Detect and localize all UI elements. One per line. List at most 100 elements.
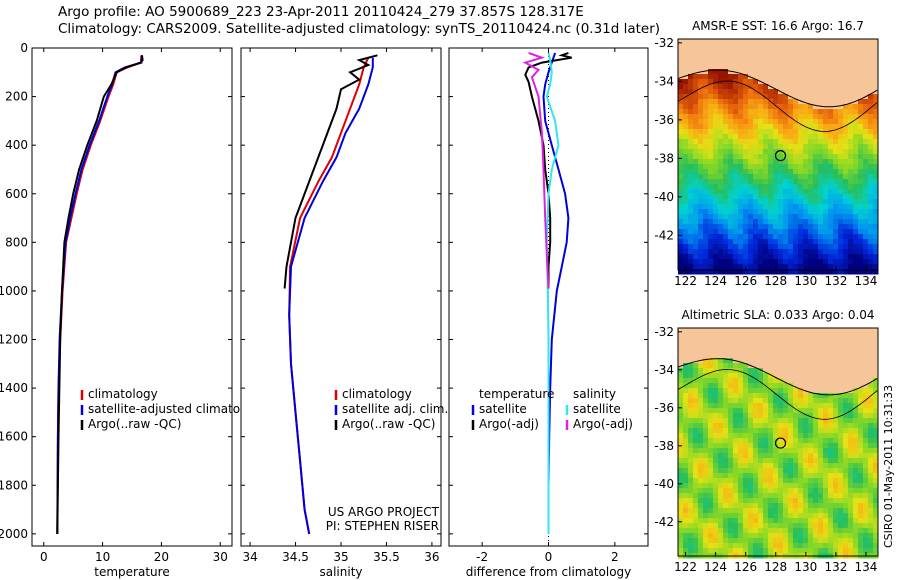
heatmap-cell: [768, 368, 774, 374]
heatmap-cell: [693, 144, 699, 150]
heatmap-cell: [823, 393, 829, 399]
heatmap-cell: [768, 124, 774, 130]
heatmap-cell: [748, 144, 754, 150]
heatmap-cell: [778, 209, 784, 215]
heatmap-cell: [873, 64, 879, 70]
heatmap-cell: [798, 528, 804, 534]
heatmap-cell: [698, 214, 704, 220]
heatmap-cell: [773, 353, 779, 359]
heatmap-cell: [813, 353, 819, 359]
heatmap-cell: [728, 199, 734, 205]
heatmap-cell: [753, 468, 759, 474]
heatmap-cell: [853, 164, 859, 170]
heatmap-cell: [688, 149, 694, 155]
x-axis-label: salinity: [319, 565, 362, 579]
heatmap-cell: [873, 139, 879, 145]
heatmap-cell: [853, 89, 859, 95]
heatmap-cell: [763, 49, 769, 55]
heatmap-cell: [783, 448, 789, 454]
heatmap-cell: [758, 398, 764, 404]
heatmap-cell: [808, 269, 814, 275]
heatmap-cell: [818, 184, 824, 190]
heatmap-cell: [788, 473, 794, 479]
heatmap-cell: [838, 408, 844, 414]
heatmap-cell: [778, 99, 784, 105]
heatmap-cell: [813, 548, 819, 554]
heatmap-cell: [698, 443, 704, 449]
heatmap-cell: [688, 398, 694, 404]
heatmap-cell: [788, 179, 794, 185]
heatmap-cell: [778, 383, 784, 389]
heatmap-cell: [808, 518, 814, 524]
heatmap-cell: [678, 244, 684, 250]
heatmap-cell: [758, 493, 764, 499]
heatmap-cell: [858, 89, 864, 95]
heatmap-cell: [758, 199, 764, 205]
heatmap-cell: [788, 533, 794, 539]
heatmap-cell: [833, 164, 839, 170]
heatmap-cell: [703, 393, 709, 399]
heatmap-cell: [843, 363, 849, 369]
heatmap-cell: [803, 488, 809, 494]
heatmap-cell: [688, 119, 694, 125]
heatmap-cell: [853, 328, 859, 334]
heatmap-cell: [773, 333, 779, 339]
heatmap-cell: [748, 383, 754, 389]
heatmap-cell: [723, 363, 729, 369]
heatmap-cell: [848, 523, 854, 529]
heatmap-cell: [753, 39, 759, 45]
heatmap-cell: [828, 358, 834, 364]
heatmap-cell: [833, 49, 839, 55]
heatmap-cell: [853, 54, 859, 60]
heatmap-cell: [808, 129, 814, 135]
heatmap-cell: [793, 528, 799, 534]
heatmap-cell: [723, 413, 729, 419]
heatmap-cell: [713, 139, 719, 145]
heatmap-cell: [768, 89, 774, 95]
heatmap-cell: [868, 363, 874, 369]
heatmap-cell: [738, 234, 744, 240]
heatmap-cell: [713, 403, 719, 409]
heatmap-cell: [813, 443, 819, 449]
heatmap-cell: [798, 179, 804, 185]
heatmap-cell: [733, 428, 739, 434]
heatmap-cell: [733, 244, 739, 250]
heatmap-cell: [693, 423, 699, 429]
heatmap-cell: [838, 463, 844, 469]
heatmap-cell: [803, 548, 809, 554]
heatmap-cell: [868, 508, 874, 514]
heatmap-cell: [783, 333, 789, 339]
heatmap-cell: [863, 194, 869, 200]
heatmap-cell: [773, 453, 779, 459]
heatmap-cell: [818, 413, 824, 419]
heatmap-cell: [798, 184, 804, 190]
heatmap-cell: [833, 368, 839, 374]
heatmap-cell: [728, 119, 734, 125]
heatmap-cell: [693, 343, 699, 349]
heatmap-cell: [758, 44, 764, 50]
heatmap-cell: [868, 378, 874, 384]
heatmap-cell: [808, 154, 814, 160]
heatmap-cell: [793, 463, 799, 469]
heatmap-cell: [818, 373, 824, 379]
heatmap-cell: [688, 114, 694, 120]
heatmap-cell: [678, 328, 684, 334]
heatmap-cell: [863, 189, 869, 195]
heatmap-cell: [703, 543, 709, 549]
heatmap-cell: [773, 259, 779, 265]
heatmap-cell: [703, 363, 709, 369]
heatmap-cell: [783, 518, 789, 524]
heatmap-cell: [873, 383, 879, 389]
y-tick-label: -32: [654, 36, 674, 50]
heatmap-cell: [858, 383, 864, 389]
heatmap-cell: [843, 239, 849, 245]
heatmap-cell: [798, 508, 804, 514]
heatmap-cell: [688, 249, 694, 255]
heatmap-cell: [803, 358, 809, 364]
heatmap-cell: [758, 408, 764, 414]
heatmap-cell: [788, 139, 794, 145]
heatmap-cell: [688, 49, 694, 55]
heatmap-cell: [713, 164, 719, 170]
heatmap-cell: [733, 39, 739, 45]
heatmap-cell: [703, 358, 709, 364]
